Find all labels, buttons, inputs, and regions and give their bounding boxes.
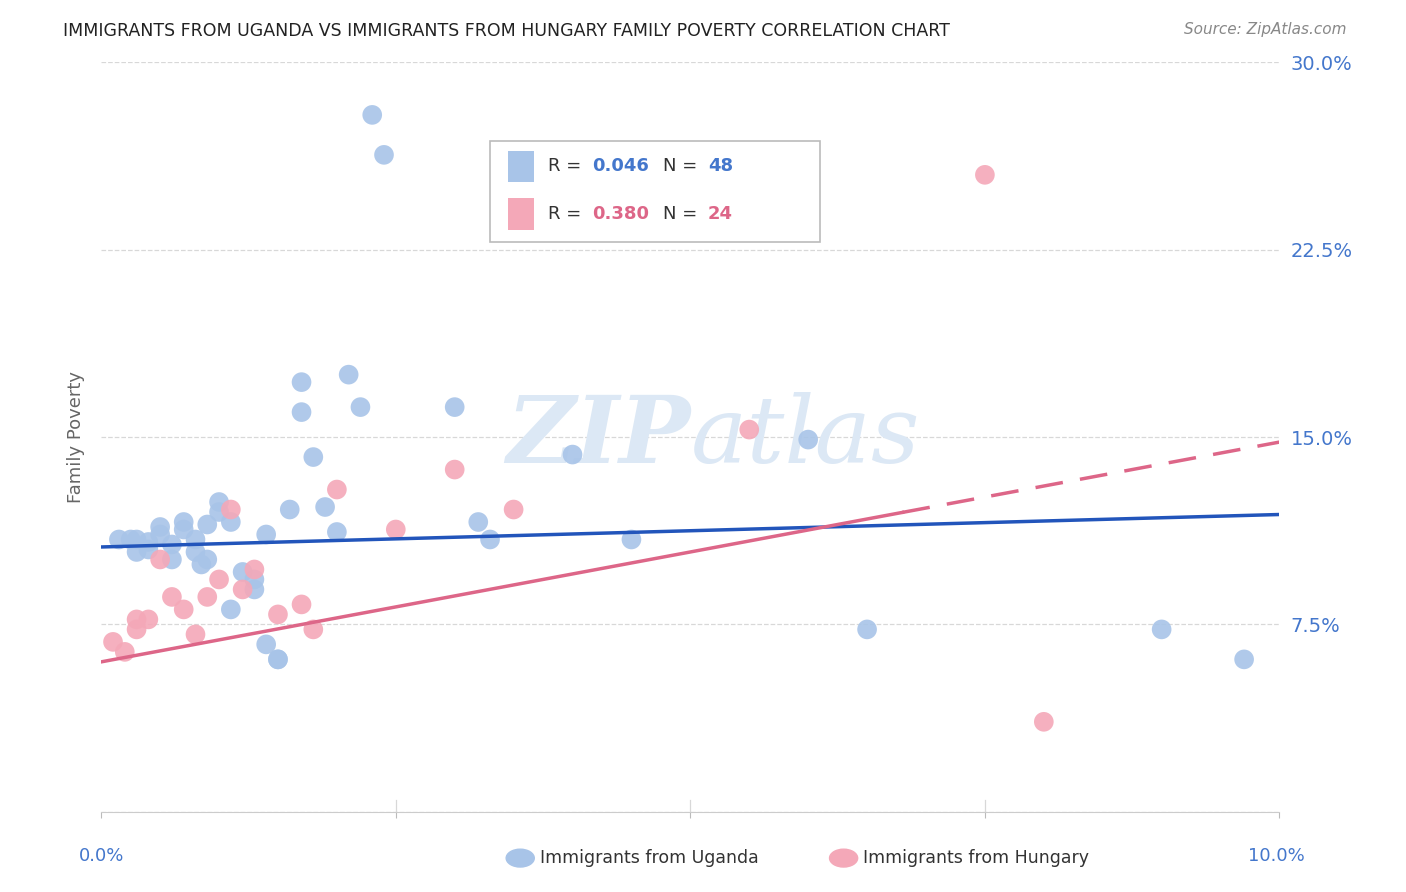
- Point: [326, 524, 349, 539]
- Point: [219, 515, 242, 529]
- Point: [125, 623, 148, 637]
- Point: [326, 483, 349, 497]
- Point: [108, 533, 131, 547]
- Point: [290, 405, 312, 419]
- Point: [195, 590, 218, 604]
- Point: [232, 565, 254, 579]
- Point: [443, 462, 465, 476]
- Point: [278, 502, 301, 516]
- Point: [184, 545, 207, 559]
- Point: [254, 527, 277, 541]
- Point: [232, 582, 254, 597]
- Point: [149, 520, 172, 534]
- Point: [561, 448, 583, 462]
- Point: [314, 500, 336, 514]
- Text: atlas: atlas: [690, 392, 920, 482]
- Text: Immigrants from Hungary: Immigrants from Hungary: [863, 849, 1090, 867]
- Point: [361, 108, 384, 122]
- Point: [160, 590, 183, 604]
- Point: [208, 495, 231, 509]
- Point: [502, 502, 524, 516]
- Point: [114, 645, 136, 659]
- Text: Source: ZipAtlas.com: Source: ZipAtlas.com: [1184, 22, 1347, 37]
- FancyBboxPatch shape: [508, 151, 534, 182]
- Point: [101, 635, 124, 649]
- Text: N =: N =: [664, 157, 703, 176]
- Point: [125, 533, 148, 547]
- Point: [349, 400, 371, 414]
- Point: [160, 537, 183, 551]
- Point: [856, 623, 879, 637]
- Y-axis label: Family Poverty: Family Poverty: [67, 371, 86, 503]
- Point: [219, 602, 242, 616]
- Text: IMMIGRANTS FROM UGANDA VS IMMIGRANTS FROM HUNGARY FAMILY POVERTY CORRELATION CHA: IMMIGRANTS FROM UGANDA VS IMMIGRANTS FRO…: [63, 22, 950, 40]
- Point: [149, 527, 172, 541]
- Point: [160, 552, 183, 566]
- Point: [1150, 623, 1173, 637]
- Point: [125, 612, 148, 626]
- Point: [738, 423, 761, 437]
- Point: [267, 652, 290, 666]
- Point: [138, 535, 160, 549]
- FancyBboxPatch shape: [508, 198, 534, 229]
- Text: 48: 48: [709, 157, 733, 176]
- Text: 0.0%: 0.0%: [79, 847, 124, 865]
- Point: [173, 602, 195, 616]
- Point: [173, 515, 195, 529]
- Point: [195, 517, 218, 532]
- Point: [797, 433, 820, 447]
- Text: ZIP: ZIP: [506, 392, 690, 482]
- Point: [125, 545, 148, 559]
- Point: [385, 523, 408, 537]
- Point: [243, 582, 266, 597]
- Point: [149, 552, 172, 566]
- Point: [208, 573, 231, 587]
- Point: [120, 533, 142, 547]
- Text: 0.046: 0.046: [592, 157, 650, 176]
- Point: [290, 375, 312, 389]
- Point: [1032, 714, 1054, 729]
- Point: [173, 523, 195, 537]
- Text: R =: R =: [548, 157, 586, 176]
- Point: [138, 612, 160, 626]
- Point: [302, 623, 325, 637]
- Point: [254, 637, 277, 651]
- Point: [138, 542, 160, 557]
- Point: [219, 502, 242, 516]
- Point: [467, 515, 489, 529]
- Point: [195, 552, 218, 566]
- Text: 24: 24: [709, 205, 733, 223]
- Point: [243, 573, 266, 587]
- Point: [290, 598, 312, 612]
- Point: [738, 190, 761, 204]
- Point: [267, 607, 290, 622]
- Point: [620, 533, 643, 547]
- Text: Immigrants from Uganda: Immigrants from Uganda: [540, 849, 759, 867]
- Point: [267, 652, 290, 666]
- Point: [443, 400, 465, 414]
- Point: [184, 627, 207, 641]
- Point: [373, 148, 395, 162]
- Text: R =: R =: [548, 205, 586, 223]
- Point: [1233, 652, 1256, 666]
- Point: [302, 450, 325, 464]
- Point: [973, 168, 995, 182]
- FancyBboxPatch shape: [491, 141, 820, 243]
- Point: [479, 533, 502, 547]
- Text: 0.380: 0.380: [592, 205, 650, 223]
- Point: [184, 533, 207, 547]
- Text: 10.0%: 10.0%: [1249, 847, 1305, 865]
- Point: [190, 558, 212, 572]
- Point: [337, 368, 360, 382]
- Text: N =: N =: [664, 205, 703, 223]
- Point: [208, 505, 231, 519]
- Point: [243, 562, 266, 576]
